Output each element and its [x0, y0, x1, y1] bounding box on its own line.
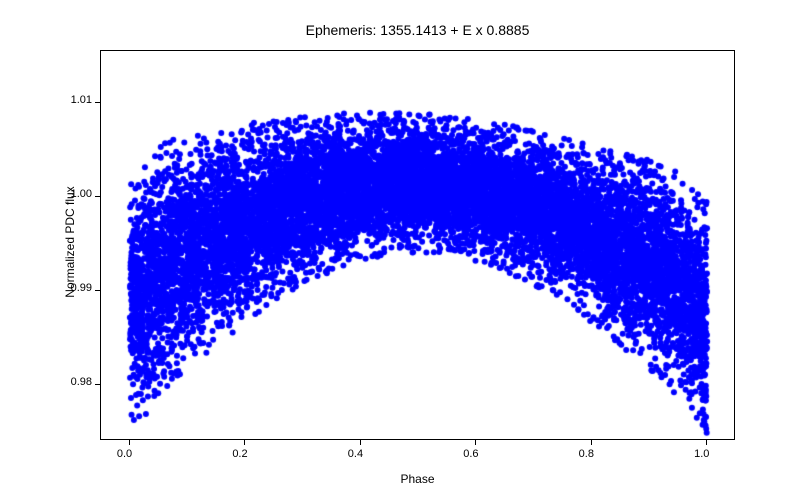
y-tick-mark [95, 384, 100, 385]
y-tick-label: 0.98 [71, 376, 92, 388]
x-tick-mark [706, 440, 707, 445]
y-axis-label: Normalized PDC flux [63, 162, 77, 322]
figure-container: Ephemeris: 1355.1413 + E x 0.8885 Normal… [0, 0, 800, 500]
x-axis-label: Phase [100, 472, 735, 486]
x-tick-label: 0.6 [463, 448, 478, 460]
x-tick-label: 0.8 [579, 448, 594, 460]
x-tick-mark [360, 440, 361, 445]
x-tick-mark [244, 440, 245, 445]
y-tick-mark [95, 196, 100, 197]
x-tick-label: 0.0 [117, 448, 132, 460]
scatter-canvas [101, 51, 736, 441]
y-tick-mark [95, 290, 100, 291]
y-tick-label: 1.00 [71, 188, 92, 200]
x-tick-mark [591, 440, 592, 445]
y-tick-label: 0.99 [71, 282, 92, 294]
y-tick-mark [95, 102, 100, 103]
chart-title: Ephemeris: 1355.1413 + E x 0.8885 [100, 22, 735, 38]
plot-area [100, 50, 735, 440]
x-tick-label: 0.2 [232, 448, 247, 460]
x-tick-label: 0.4 [348, 448, 363, 460]
x-tick-mark [129, 440, 130, 445]
y-tick-label: 1.01 [71, 94, 92, 106]
x-tick-label: 1.0 [694, 448, 709, 460]
x-tick-mark [475, 440, 476, 445]
